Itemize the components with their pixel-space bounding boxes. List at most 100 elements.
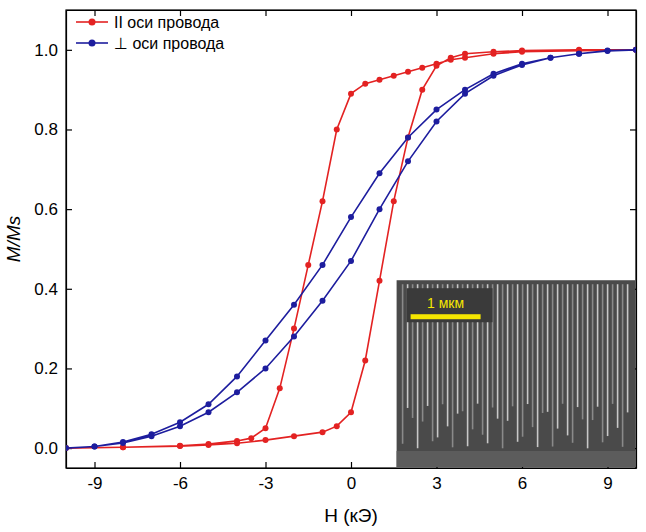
inset-stripe xyxy=(627,284,629,412)
data-point xyxy=(519,62,525,68)
inset-stripe xyxy=(522,284,524,437)
tick-mark xyxy=(66,50,72,51)
tick xyxy=(630,209,636,210)
inset-stripe xyxy=(502,284,504,448)
data-point xyxy=(206,409,212,415)
tick-mark xyxy=(66,129,72,130)
data-point xyxy=(66,445,69,451)
data-point xyxy=(362,357,368,363)
data-point xyxy=(377,170,383,176)
data-point xyxy=(92,443,98,449)
data-point xyxy=(334,126,340,132)
inset-stripe xyxy=(552,284,554,446)
data-point xyxy=(362,81,368,87)
inset-stripe xyxy=(562,284,564,404)
data-point xyxy=(491,49,497,55)
data-point xyxy=(391,198,397,204)
tick: 0 xyxy=(347,462,356,493)
data-point xyxy=(391,73,397,79)
data-point xyxy=(434,119,440,125)
tick xyxy=(608,10,609,16)
data-point xyxy=(633,47,636,53)
inset-stripe xyxy=(612,284,614,404)
inset-stripe xyxy=(572,284,574,443)
data-point xyxy=(120,440,126,446)
tick-label: -9 xyxy=(87,474,102,493)
tick-mark xyxy=(66,289,72,290)
inset-stripe xyxy=(512,284,514,406)
data-point xyxy=(348,258,354,264)
tick-label: 6 xyxy=(518,474,527,493)
tick: 0.8 xyxy=(34,120,72,139)
tick-mark xyxy=(630,129,636,130)
tick-label: 0.2 xyxy=(34,359,58,378)
tick: -6 xyxy=(173,462,188,493)
y-axis: 0.00.20.40.60.81.0 xyxy=(34,11,72,469)
data-point xyxy=(234,440,240,446)
inset-stripe xyxy=(557,284,559,428)
tick: 0.4 xyxy=(34,280,72,299)
inset-stripe xyxy=(542,284,544,413)
data-point xyxy=(377,206,383,212)
legend: II оси провода ⊥ оси провода xyxy=(76,14,224,52)
data-point xyxy=(263,425,269,431)
data-point xyxy=(519,48,525,54)
inset-stripe xyxy=(537,284,539,447)
data-point xyxy=(206,441,212,447)
tick-mark xyxy=(94,10,95,16)
data-point xyxy=(419,87,425,93)
data-point xyxy=(548,55,554,61)
series-line xyxy=(66,50,636,448)
data-point xyxy=(263,365,269,371)
tick-mark xyxy=(630,209,636,210)
data-point xyxy=(419,65,425,71)
tick-label: 9 xyxy=(603,474,612,493)
data-point xyxy=(462,91,468,97)
data-point xyxy=(491,73,497,79)
data-marks xyxy=(66,47,636,451)
data-point xyxy=(448,55,454,61)
data-point xyxy=(633,47,636,53)
tick-label: 0.8 xyxy=(34,120,58,139)
data-point xyxy=(291,334,297,340)
tick-mark xyxy=(607,10,608,16)
data-point xyxy=(320,198,326,204)
scale-bar-patch xyxy=(407,288,493,322)
chart: -9-6-303690.00.20.40.60.81.01 мкмII оси … xyxy=(0,0,646,532)
legend-marker xyxy=(89,19,96,26)
tick-mark xyxy=(94,462,95,468)
inset-stripe xyxy=(532,284,534,427)
tick-mark xyxy=(522,10,523,16)
tick-mark xyxy=(351,462,352,468)
inset-stripe xyxy=(597,284,599,406)
tick: 0.0 xyxy=(34,439,72,458)
series xyxy=(66,47,636,451)
data-point xyxy=(177,423,183,429)
tick-label: 0 xyxy=(347,474,356,493)
data-point xyxy=(92,443,98,449)
scale-bar xyxy=(411,314,481,319)
tick: -3 xyxy=(258,462,273,493)
data-point xyxy=(320,429,326,435)
tick: -9 xyxy=(87,462,102,493)
axis-line xyxy=(67,468,637,469)
legend-item: ⊥ оси провода xyxy=(76,35,224,52)
data-point xyxy=(405,158,411,164)
data-point xyxy=(348,409,354,415)
plot-frame xyxy=(66,10,636,468)
inset-stripe xyxy=(582,284,584,419)
tick-label: 3 xyxy=(432,474,441,493)
data-point xyxy=(206,442,212,448)
inset-stripe xyxy=(527,284,529,404)
data-point xyxy=(405,134,411,140)
legend-item: II оси провода xyxy=(76,14,219,31)
inset-stripe xyxy=(517,284,519,442)
tick-mark xyxy=(66,368,72,369)
data-point xyxy=(177,443,183,449)
data-point xyxy=(434,107,440,113)
inset-stripe xyxy=(497,284,499,418)
data-point xyxy=(305,262,311,268)
data-point xyxy=(248,435,254,441)
plot: -9-6-303690.00.20.40.60.81.01 мкмII оси … xyxy=(34,10,639,493)
y-axis-title: M/Ms xyxy=(3,215,24,262)
